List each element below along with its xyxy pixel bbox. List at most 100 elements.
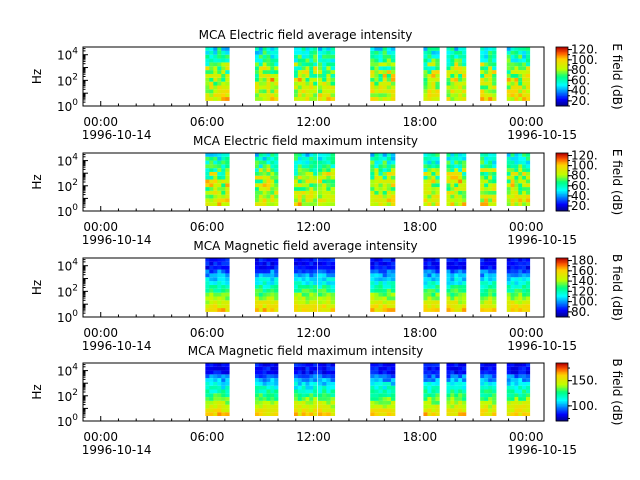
spectrogram-cell (510, 412, 515, 416)
spectrogram-cell (510, 281, 515, 285)
spectrogram-cell (225, 381, 230, 386)
spectrogram-cell (266, 258, 271, 262)
spectrogram-block (254, 47, 279, 101)
spectrogram-cell (423, 187, 428, 191)
spectrogram-cell (297, 153, 302, 157)
spectrogram-cell (225, 198, 230, 203)
spectrogram-cell (217, 171, 222, 176)
spectrogram-cell (522, 258, 527, 262)
spectrogram-cell (305, 404, 310, 409)
spectrogram-cell (322, 50, 327, 55)
spectrogram-cell (454, 269, 459, 274)
spectrogram-cell (450, 300, 455, 305)
spectrogram-cell (330, 179, 336, 184)
spectrogram-cell (423, 300, 428, 305)
spectrogram-cell (225, 363, 230, 367)
spectrogram-cell (450, 265, 455, 270)
spectrogram-cell (514, 89, 519, 94)
spectrogram-cell (488, 261, 493, 266)
spectrogram-cell (518, 265, 523, 270)
spectrogram-cell (205, 58, 210, 63)
x-tick-time: 00:00 (509, 115, 544, 129)
x-tick-date: 1996-10-15 (507, 443, 577, 457)
colorbar-segment (556, 306, 568, 309)
spectrogram-cell (510, 89, 515, 94)
colorbar-segment (556, 182, 568, 184)
spectrogram-cell (254, 284, 260, 289)
spectrogram-cell (510, 296, 515, 301)
spectrogram-cell (492, 81, 497, 86)
spectrogram-cell (294, 198, 299, 203)
spectrogram-cell (326, 171, 331, 176)
spectrogram-cell (484, 81, 489, 86)
spectrogram-cell (382, 412, 388, 416)
colorbar-tick-label: 150. (571, 374, 598, 388)
spectrogram-cell (458, 187, 463, 191)
spectrogram-cell (431, 190, 436, 195)
colorbar-segment (556, 281, 568, 284)
spectrogram-cell (431, 378, 436, 382)
spectrogram-cell (217, 288, 222, 293)
spectrogram-cell (458, 77, 463, 82)
panel-4: MCA Magnetic field maximum intensity1001… (30, 344, 624, 457)
colorbar-segment (556, 154, 568, 157)
spectrogram-cell (297, 73, 302, 78)
spectrogram-cell (326, 366, 331, 371)
spectrogram-block (205, 363, 230, 416)
spectrogram-cell (258, 304, 263, 309)
spectrogram-cell (390, 73, 396, 78)
spectrogram-cell (313, 397, 318, 401)
spectrogram-cell (297, 269, 302, 274)
spectrogram-cell (446, 277, 451, 282)
spectrogram-cell (514, 194, 519, 199)
spectrogram-cell (462, 54, 467, 59)
spectrogram-cell (462, 202, 467, 206)
spectrogram-cell (423, 281, 428, 285)
spectrogram-cell (423, 164, 428, 169)
spectrogram-cell (446, 408, 451, 413)
spectrogram-cell (330, 265, 336, 270)
spectrogram-cell (480, 179, 485, 184)
spectrogram-cell (221, 198, 226, 203)
spectrogram-cell (266, 93, 271, 98)
spectrogram-cell (454, 374, 459, 379)
spectrogram-cell (262, 58, 267, 63)
spectrogram-cell (313, 62, 318, 67)
spectrogram-cell (258, 81, 263, 86)
spectrogram-cell (313, 156, 318, 161)
spectrogram-cell (518, 190, 523, 195)
spectrogram-cell (378, 304, 383, 309)
spectrogram-cell (258, 66, 263, 71)
spectrogram-cell (205, 408, 210, 413)
spectrogram-cell (213, 412, 218, 416)
spectrogram-cell (382, 258, 388, 262)
spectrogram-cell (270, 265, 275, 270)
spectrogram-cell (294, 366, 299, 371)
spectrogram-cell (317, 171, 323, 176)
spectrogram-cell (525, 389, 531, 394)
spectrogram-cell (378, 89, 383, 94)
spectrogram-cell (488, 97, 493, 101)
spectrogram-cell (435, 77, 440, 82)
spectrogram-cell (258, 284, 263, 289)
spectrogram-cell (309, 175, 314, 180)
spectrogram-cell (330, 273, 336, 278)
spectrogram-cell (209, 366, 214, 371)
spectrogram-cell (301, 202, 306, 206)
spectrogram-cell (330, 190, 336, 195)
spectrogram-cell (492, 370, 497, 375)
spectrogram-cell (454, 97, 459, 101)
spectrogram-cell (205, 160, 210, 165)
spectrogram-cell (506, 366, 511, 371)
spectrogram-cell (374, 66, 379, 71)
spectrogram-cell (506, 385, 511, 390)
colorbar-segment (556, 373, 568, 375)
spectrogram-cell (484, 175, 489, 180)
spectrogram-cell (450, 269, 455, 274)
spectrogram-cell (270, 47, 275, 51)
spectrogram-cell (488, 265, 493, 270)
spectrogram-cell (492, 70, 497, 74)
spectrogram-cell (209, 164, 214, 169)
spectrogram-cell (450, 175, 455, 180)
spectrogram-cell (322, 175, 327, 180)
